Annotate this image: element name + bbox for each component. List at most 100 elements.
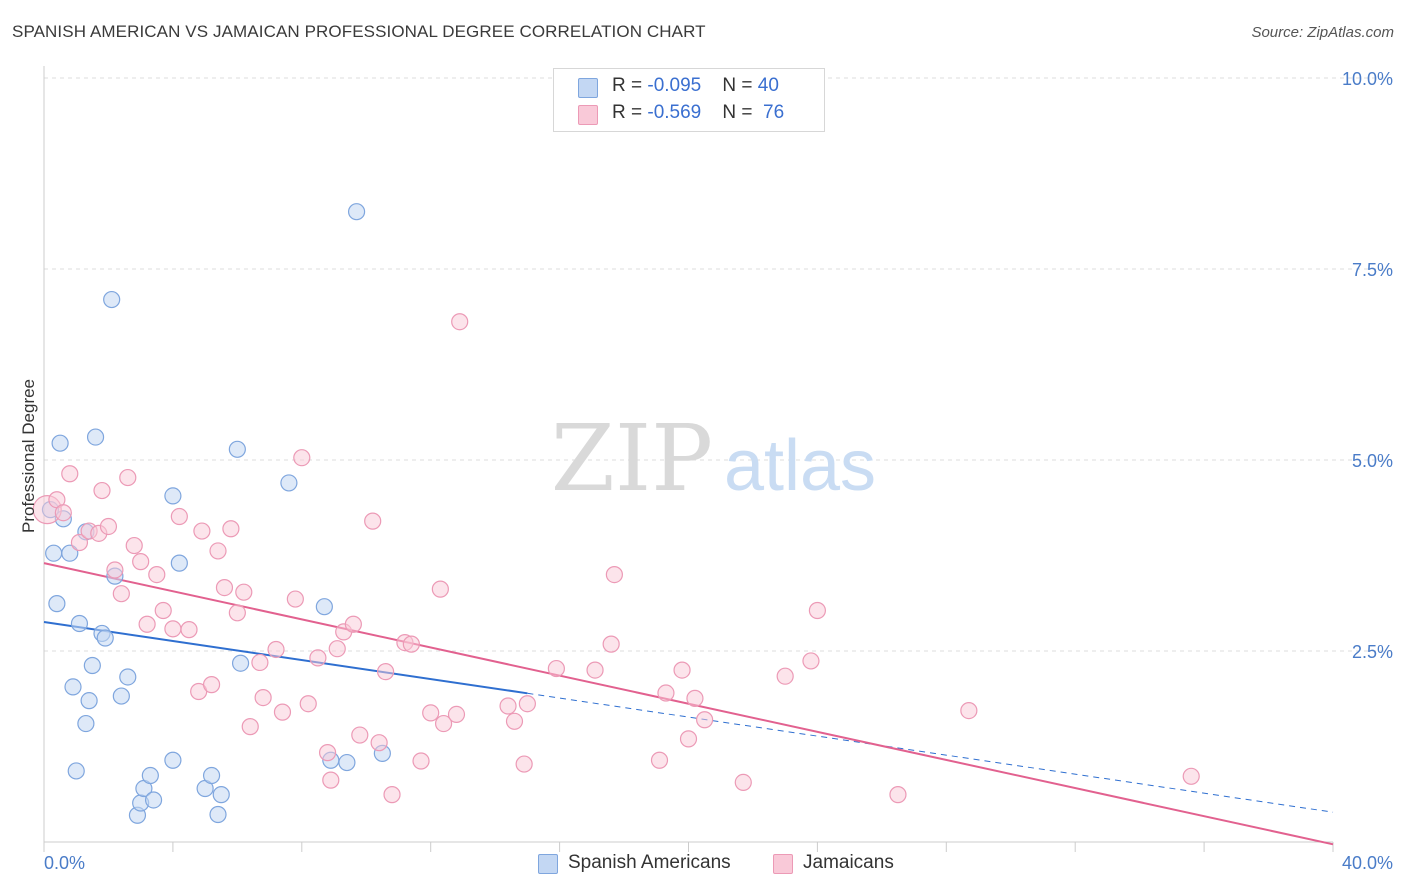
bottom-legend-label: Jamaicans xyxy=(803,852,894,873)
data-point-spanish-american xyxy=(231,654,250,672)
data-point-spanish-american xyxy=(164,751,182,769)
data-point-jamaican xyxy=(228,604,246,622)
bottom-legend-swatch-pink xyxy=(773,854,793,874)
source-label: Source: ZipAtlas.com xyxy=(1251,24,1394,41)
data-point-jamaican xyxy=(686,689,704,707)
data-point-jamaican xyxy=(808,601,827,620)
watermark-zip: ZIP xyxy=(551,405,713,512)
data-point-spanish-american xyxy=(112,687,130,705)
data-point-jamaican xyxy=(293,449,311,467)
data-point-spanish-american xyxy=(347,203,366,221)
data-point-spanish-american xyxy=(338,753,356,772)
axes xyxy=(43,66,1334,852)
data-point-spanish-american xyxy=(70,614,89,633)
data-point-jamaican xyxy=(132,553,150,571)
y-tick-label: 2.5% xyxy=(1352,642,1393,662)
data-point-spanish-american xyxy=(212,786,230,804)
y-tick-label: 7.5% xyxy=(1352,260,1393,280)
data-point-jamaican xyxy=(309,649,327,667)
legend-r-value: -0.569 xyxy=(647,102,702,123)
data-point-jamaican xyxy=(422,704,440,722)
data-point-jamaican xyxy=(431,580,449,598)
data-point-spanish-american xyxy=(48,595,66,613)
bottom-legend-swatch-blue xyxy=(538,854,558,874)
data-point-spanish-american xyxy=(144,791,163,809)
gridlines xyxy=(44,77,1393,652)
data-point-jamaican xyxy=(99,517,118,536)
data-point-jamaican xyxy=(586,661,604,679)
data-point-jamaican xyxy=(299,695,317,713)
data-point-jamaican xyxy=(54,504,72,522)
trend-line-spanish-americans xyxy=(43,620,528,695)
data-point-jamaican xyxy=(370,734,388,752)
data-point-jamaican xyxy=(1182,767,1200,785)
data-point-jamaican xyxy=(451,313,469,331)
data-point-jamaican xyxy=(515,755,533,773)
data-point-jamaican xyxy=(215,578,234,597)
data-point-spanish-american xyxy=(103,290,121,309)
data-point-jamaican xyxy=(673,661,691,679)
watermark-atlas: atlas xyxy=(724,426,876,506)
data-point-jamaican xyxy=(889,786,907,804)
data-point-jamaican xyxy=(235,583,253,601)
x-tick-label: 0.0% xyxy=(44,853,85,873)
data-point-jamaican xyxy=(202,676,221,694)
data-point-jamaican xyxy=(518,695,536,713)
data-point-spanish-american xyxy=(141,766,159,785)
data-point-spanish-american xyxy=(83,656,101,675)
series-spanish-americans xyxy=(41,203,391,824)
legend-swatch-blue xyxy=(578,78,598,98)
data-point-jamaican xyxy=(241,718,259,736)
data-point-jamaican xyxy=(222,520,240,538)
data-point-jamaican xyxy=(138,615,156,633)
data-point-spanish-american xyxy=(164,487,182,505)
data-point-jamaican xyxy=(119,468,137,487)
data-point-jamaican xyxy=(960,701,978,720)
data-point-spanish-american xyxy=(64,678,82,696)
data-point-jamaican xyxy=(267,640,285,659)
data-point-jamaican xyxy=(602,635,620,653)
data-point-jamaican xyxy=(125,536,143,555)
y-axis-label: Professional Degree xyxy=(19,379,38,533)
legend-n-label: N = xyxy=(722,102,758,123)
data-point-jamaican xyxy=(61,465,79,483)
data-point-jamaican xyxy=(322,771,340,789)
data-point-jamaican xyxy=(193,522,211,540)
data-point-spanish-american xyxy=(209,805,227,824)
data-point-jamaican xyxy=(696,711,714,729)
data-point-jamaican xyxy=(383,786,401,804)
x-tick-label: 40.0% xyxy=(1342,853,1393,873)
data-point-jamaican xyxy=(93,481,111,500)
data-point-jamaican xyxy=(657,684,675,702)
y-tick-label: 10.0% xyxy=(1342,69,1393,89)
data-point-jamaican xyxy=(412,752,430,770)
data-point-jamaican xyxy=(148,565,166,584)
data-point-spanish-american xyxy=(119,668,137,686)
data-point-spanish-american xyxy=(45,544,63,562)
data-point-jamaican xyxy=(209,542,227,560)
data-point-jamaican xyxy=(251,653,269,672)
data-point-jamaican xyxy=(605,565,623,584)
data-point-jamaican xyxy=(344,615,362,633)
legend-n-value: 40 xyxy=(757,75,779,96)
data-point-jamaican xyxy=(734,773,752,792)
data-point-jamaican xyxy=(351,726,369,744)
data-point-jamaican xyxy=(286,590,304,608)
data-point-jamaican xyxy=(776,667,794,685)
data-point-spanish-american xyxy=(67,762,85,780)
data-point-jamaican xyxy=(505,712,524,730)
correlation-legend: R = -0.095 N = 40 R = -0.569 N = 76 xyxy=(553,68,825,132)
data-point-jamaican xyxy=(180,621,198,639)
data-point-spanish-american xyxy=(96,629,114,647)
data-point-spanish-american xyxy=(315,598,333,616)
data-point-jamaican xyxy=(364,512,382,530)
data-point-jamaican xyxy=(273,703,292,721)
legend-swatch-pink xyxy=(578,105,598,125)
data-point-jamaican xyxy=(318,744,337,762)
data-point-jamaican xyxy=(547,659,565,678)
data-point-spanish-american xyxy=(202,766,221,785)
data-point-jamaican xyxy=(434,714,453,733)
data-point-jamaican xyxy=(70,533,89,552)
data-point-jamaican xyxy=(447,705,466,724)
